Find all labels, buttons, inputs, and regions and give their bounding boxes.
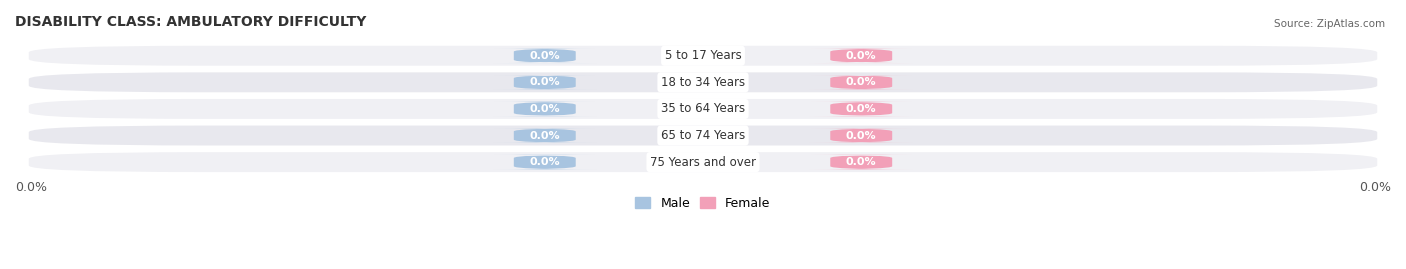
Text: 0.0%: 0.0% (846, 104, 876, 114)
Text: 0.0%: 0.0% (846, 130, 876, 140)
Text: Source: ZipAtlas.com: Source: ZipAtlas.com (1274, 19, 1385, 29)
FancyBboxPatch shape (494, 48, 596, 63)
FancyBboxPatch shape (28, 152, 1378, 172)
Legend: Male, Female: Male, Female (630, 192, 776, 215)
Text: 75 Years and over: 75 Years and over (650, 155, 756, 169)
FancyBboxPatch shape (810, 75, 912, 90)
FancyBboxPatch shape (494, 155, 596, 169)
FancyBboxPatch shape (28, 126, 1378, 146)
FancyBboxPatch shape (810, 102, 912, 116)
FancyBboxPatch shape (810, 155, 912, 169)
Text: 0.0%: 0.0% (530, 157, 560, 167)
Text: 65 to 74 Years: 65 to 74 Years (661, 129, 745, 142)
Text: 0.0%: 0.0% (1360, 181, 1391, 194)
Text: 0.0%: 0.0% (846, 157, 876, 167)
FancyBboxPatch shape (28, 99, 1378, 119)
Text: 0.0%: 0.0% (530, 77, 560, 87)
Text: 0.0%: 0.0% (530, 130, 560, 140)
FancyBboxPatch shape (810, 48, 912, 63)
Text: DISABILITY CLASS: AMBULATORY DIFFICULTY: DISABILITY CLASS: AMBULATORY DIFFICULTY (15, 15, 367, 29)
FancyBboxPatch shape (494, 75, 596, 90)
Text: 18 to 34 Years: 18 to 34 Years (661, 76, 745, 89)
FancyBboxPatch shape (28, 72, 1378, 92)
Text: 0.0%: 0.0% (530, 104, 560, 114)
Text: 0.0%: 0.0% (15, 181, 46, 194)
FancyBboxPatch shape (494, 102, 596, 116)
FancyBboxPatch shape (28, 46, 1378, 66)
Text: 5 to 17 Years: 5 to 17 Years (665, 49, 741, 62)
Text: 35 to 64 Years: 35 to 64 Years (661, 102, 745, 115)
FancyBboxPatch shape (810, 128, 912, 143)
Text: 0.0%: 0.0% (846, 51, 876, 61)
Text: 0.0%: 0.0% (530, 51, 560, 61)
FancyBboxPatch shape (494, 128, 596, 143)
Text: 0.0%: 0.0% (846, 77, 876, 87)
